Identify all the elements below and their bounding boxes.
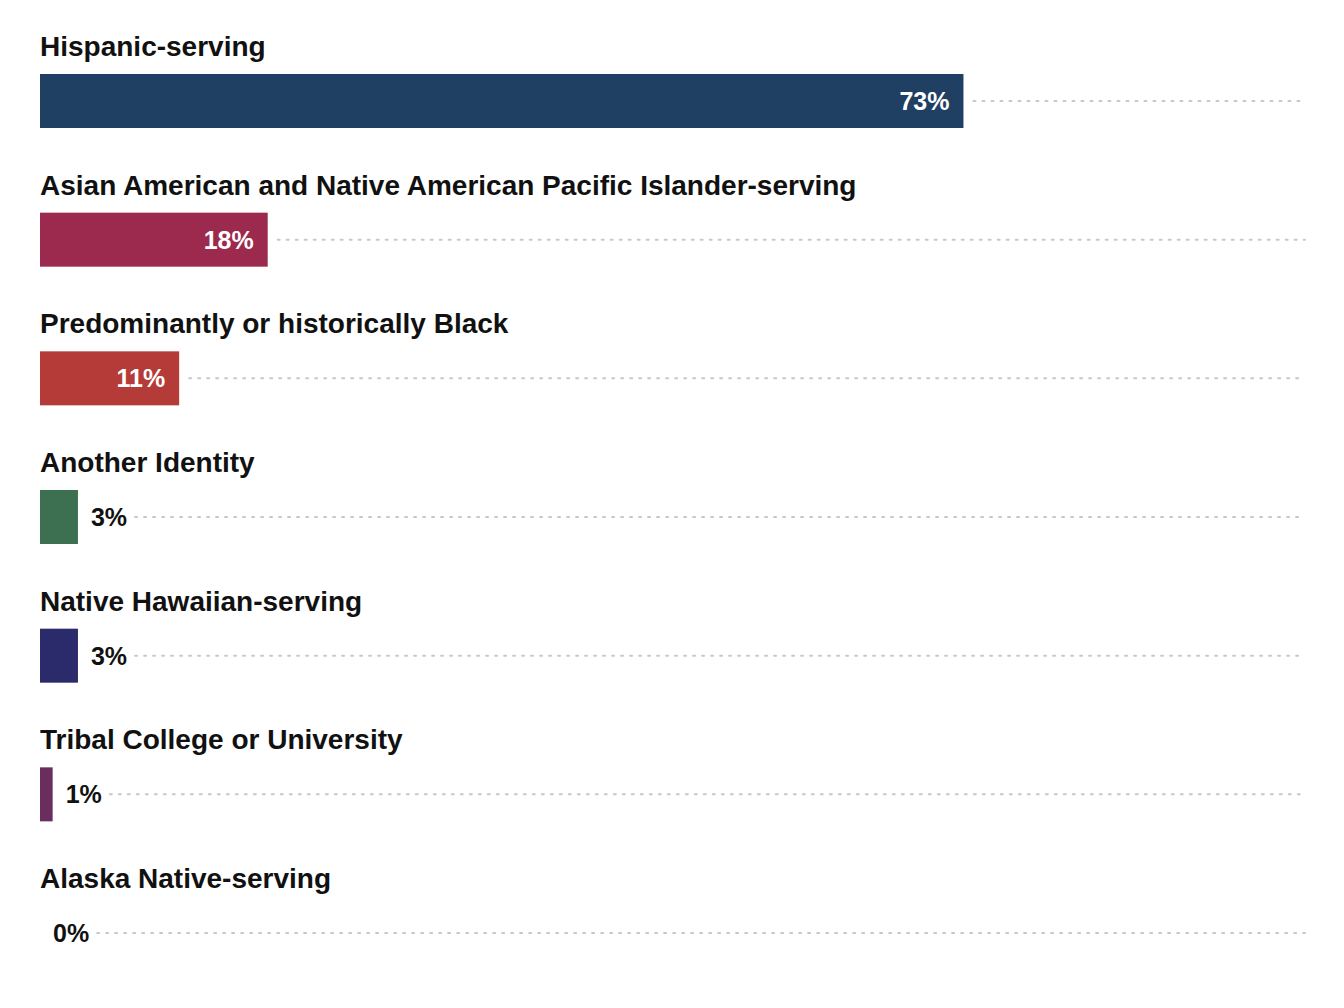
- data-label: 1%: [66, 780, 102, 808]
- bar: [40, 351, 179, 405]
- bar: [40, 629, 78, 683]
- leader-line: [278, 239, 1305, 241]
- category-label: Alaska Native-serving: [40, 863, 331, 894]
- data-label: 3%: [91, 642, 127, 670]
- bars: [40, 74, 963, 821]
- category-label: Tribal College or University: [40, 724, 403, 755]
- labels: Hispanic-serving 73% Asian American and Na…: [40, 31, 949, 947]
- bar: [40, 213, 268, 267]
- category-label: Hispanic-serving: [40, 31, 266, 62]
- category-label: Native Hawaiian-serving: [40, 586, 362, 617]
- bar: [40, 767, 53, 821]
- category-label: Predominantly or historically Black: [40, 308, 509, 339]
- data-label: 73%: [899, 87, 949, 115]
- leader-line: [135, 516, 1305, 518]
- leader-line: [135, 655, 1305, 657]
- bar: [40, 906, 41, 960]
- chart: Hispanic-serving 73% Asian American and Na…: [0, 0, 1344, 1008]
- leader-line: [973, 100, 1305, 102]
- category-label: Asian American and Native American Pacif…: [40, 170, 856, 201]
- bar: [40, 74, 963, 128]
- data-label: 18%: [204, 226, 254, 254]
- leader-line: [110, 793, 1305, 795]
- leader-lines: [97, 101, 1305, 933]
- data-label: 11%: [116, 364, 165, 392]
- leader-line: [189, 377, 1305, 379]
- bar: [40, 490, 78, 544]
- data-label: 0%: [53, 919, 89, 947]
- data-label: 3%: [91, 503, 127, 531]
- leader-line: [97, 932, 1305, 934]
- category-label: Another Identity: [40, 447, 255, 478]
